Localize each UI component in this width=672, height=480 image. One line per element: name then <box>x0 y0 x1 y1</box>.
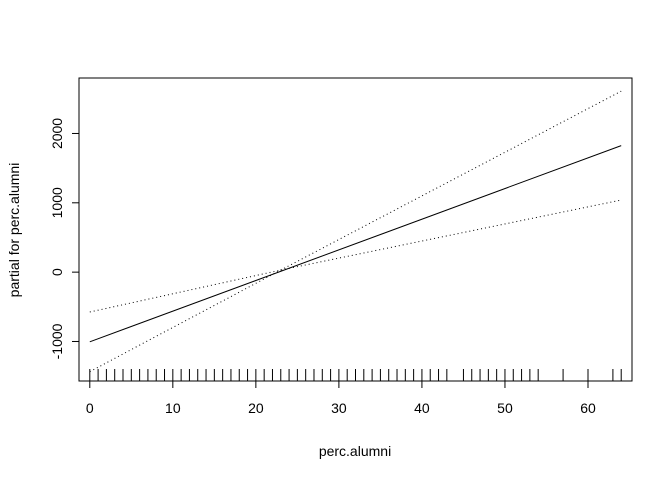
x-tick-label: 50 <box>497 400 513 416</box>
x-axis-label: perc.alumni <box>319 443 391 459</box>
x-tick-label: 10 <box>165 400 181 416</box>
x-tick-label: 40 <box>414 400 430 416</box>
x-tick-label: 30 <box>331 400 347 416</box>
confidence-band-line <box>90 200 621 312</box>
x-tick-label: 0 <box>86 400 94 416</box>
x-axis: 0 10 20 30 40 50 60 <box>86 381 596 416</box>
y-tick-label: -1000 <box>49 323 65 359</box>
x-tick-label: 60 <box>580 400 596 416</box>
y-tick-label: 1000 <box>49 187 65 218</box>
plot-frame <box>79 78 632 381</box>
y-tick-label: 0 <box>49 268 65 276</box>
y-axis-label: partial for perc.alumni <box>6 163 22 298</box>
confidence-band-line <box>90 91 621 371</box>
y-tick-label: 2000 <box>49 118 65 149</box>
fit-line <box>90 146 621 342</box>
y-axis: -1000 0 1000 2000 <box>49 118 79 360</box>
series-lines <box>90 91 621 371</box>
rug-marks <box>90 369 621 381</box>
x-tick-label: 20 <box>248 400 264 416</box>
